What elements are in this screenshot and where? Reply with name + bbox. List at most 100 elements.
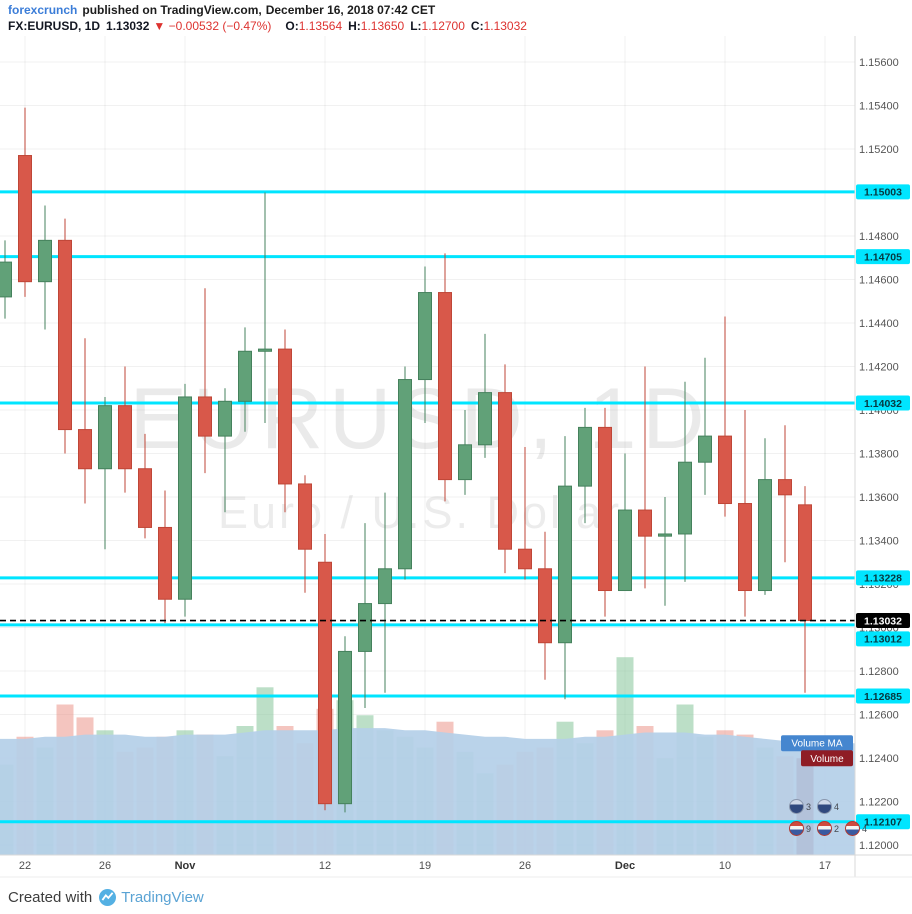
candle-nov-19 <box>418 292 432 381</box>
reaction-count: 3 <box>806 801 812 812</box>
svg-text:1.12200: 1.12200 <box>859 797 899 809</box>
candle-oct-26 <box>98 405 112 470</box>
price-change: ▼ −0.00532 (−0.47%) <box>153 19 272 33</box>
candle-nov-16 <box>398 379 412 570</box>
reaction-badge-icon[interactable] <box>817 821 833 836</box>
svg-text:1.15003: 1.15003 <box>864 187 902 199</box>
price-axis: 1.156001.154001.152001.150001.148001.146… <box>856 36 912 855</box>
svg-text:1.12400: 1.12400 <box>859 753 899 765</box>
candle-dec-10 <box>718 435 732 505</box>
high-value: 1.13650 <box>360 19 405 33</box>
candle-dec-13 <box>778 479 792 496</box>
open-value: 1.13564 <box>298 19 343 33</box>
svg-text:26: 26 <box>99 860 111 872</box>
svg-text:1.13600: 1.13600 <box>859 492 899 504</box>
levels-layer <box>0 190 855 824</box>
svg-text:1.13012: 1.13012 <box>864 634 902 646</box>
candle-nov-1 <box>178 396 192 600</box>
candle-oct-19 <box>0 261 12 298</box>
svg-text:22: 22 <box>19 860 31 872</box>
svg-text:12: 12 <box>319 860 331 872</box>
svg-text:1.13800: 1.13800 <box>859 449 899 461</box>
candle-nov-13 <box>338 650 352 805</box>
volume-badges: Volume MA Volume <box>781 735 853 767</box>
candle-nov-21 <box>458 444 472 481</box>
svg-text:1.14200: 1.14200 <box>859 362 899 374</box>
svg-text:EURUSD, 1D: EURUSD, 1D <box>130 371 711 467</box>
reaction-avatar-icon[interactable] <box>817 799 833 814</box>
low-value: 1.12700 <box>421 19 465 33</box>
candle-nov-22 <box>478 392 492 446</box>
tradingview-logo-icon[interactable] <box>99 888 117 906</box>
candle-dec-7 <box>698 435 712 463</box>
svg-text:10: 10 <box>719 860 731 872</box>
candle-nov-9 <box>298 483 312 550</box>
svg-text:1.14705: 1.14705 <box>864 251 902 263</box>
candle-nov-2 <box>198 396 212 437</box>
candle-oct-24 <box>58 239 72 431</box>
svg-text:1.12000: 1.12000 <box>859 840 899 852</box>
candle-oct-30 <box>138 468 152 528</box>
candles-layer <box>0 107 812 813</box>
candle-dec-3 <box>618 509 632 592</box>
candle-nov-23 <box>498 392 512 550</box>
publish-info: published on TradingView.com, <box>82 3 262 17</box>
candle-nov-14 <box>358 603 372 652</box>
volume-layer <box>0 657 855 855</box>
candle-nov-8 <box>278 348 292 485</box>
candle-dec-12 <box>758 479 772 592</box>
publish-datetime: December 16, 2018 07:42 CET <box>265 3 436 17</box>
tradingview-brand-link[interactable]: TradingView <box>121 888 204 906</box>
candle-nov-30 <box>598 426 612 592</box>
symbol-title[interactable]: FX:EURUSD, 1D <box>8 19 101 33</box>
candle-nov-5 <box>218 400 232 437</box>
candle-nov-29 <box>578 426 592 487</box>
svg-text:26: 26 <box>519 860 531 872</box>
high-label: H: <box>348 19 361 33</box>
reaction-count: 4 <box>862 823 868 834</box>
svg-text:1.14600: 1.14600 <box>859 275 899 287</box>
candle-nov-20 <box>438 292 452 481</box>
svg-text:1.15600: 1.15600 <box>859 57 899 69</box>
candle-oct-25 <box>78 429 92 470</box>
svg-text:19: 19 <box>419 860 431 872</box>
reactions: 3 4 9 2 4 <box>789 799 870 843</box>
symbol-bar: FX:EURUSD, 1D 1.13032 ▼ −0.00532 (−0.47%) O… <box>0 19 912 36</box>
reaction-badge-icon[interactable] <box>789 821 804 836</box>
candle-nov-15 <box>378 568 392 605</box>
publish-header: forexcrunch published on TradingView.com,… <box>0 0 912 21</box>
candle-dec-5 <box>658 533 672 537</box>
open-label: O: <box>285 19 299 33</box>
svg-text:1.12800: 1.12800 <box>859 666 899 678</box>
reaction-badge-icon[interactable] <box>845 821 861 836</box>
svg-text:1.12685: 1.12685 <box>864 691 902 703</box>
candle-nov-26 <box>518 548 532 570</box>
svg-text:1.12600: 1.12600 <box>859 710 899 722</box>
candle-nov-7 <box>258 348 272 352</box>
candle-dec-11 <box>738 503 752 592</box>
candle-dec-6 <box>678 461 692 535</box>
svg-text:1.14400: 1.14400 <box>859 318 899 330</box>
footer: Created with TradingView <box>0 880 912 914</box>
created-with-label: Created with <box>8 888 93 906</box>
candle-nov-12 <box>318 561 332 805</box>
reaction-avatar-icon[interactable] <box>789 799 804 814</box>
svg-text:1.13228: 1.13228 <box>864 573 902 585</box>
last-price-value: 1.13032 <box>106 19 150 33</box>
candle-dec-14 <box>798 504 812 622</box>
svg-text:17: 17 <box>819 860 831 872</box>
svg-text:Volume MA: Volume MA <box>791 739 842 750</box>
close-value: 1.13032 <box>483 19 527 33</box>
down-arrow-icon: ▼ <box>153 19 166 33</box>
time-axis: 22 26 Nov 12 19 26 Dec 10 17 <box>0 36 912 878</box>
svg-text:Volume: Volume <box>810 754 844 765</box>
candle-nov-6 <box>238 350 252 402</box>
svg-text:Dec: Dec <box>615 860 635 872</box>
candle-oct-23 <box>38 239 52 283</box>
author-link[interactable]: forexcrunch <box>8 3 78 17</box>
svg-text:1.14800: 1.14800 <box>859 231 899 243</box>
candle-dec-4 <box>638 509 652 537</box>
close-label: C: <box>470 19 484 33</box>
svg-text:1.14032: 1.14032 <box>864 398 902 410</box>
